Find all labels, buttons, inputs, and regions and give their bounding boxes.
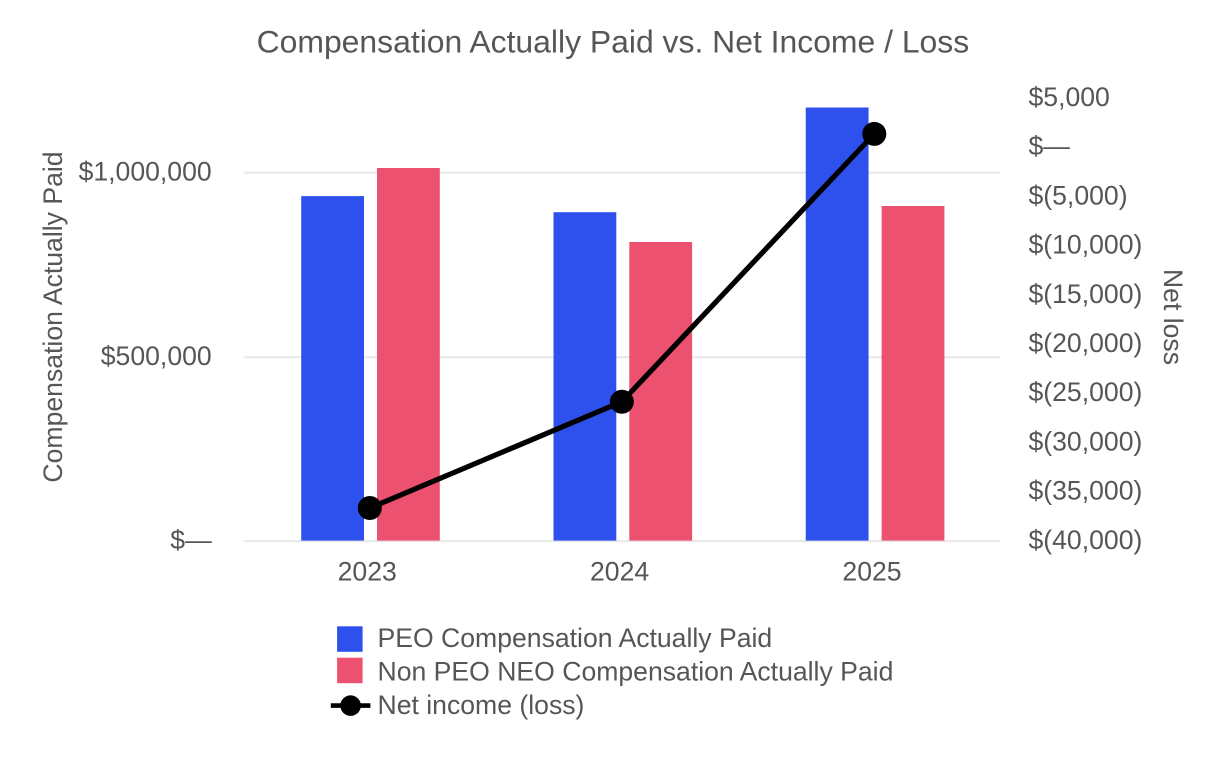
svg-text:$(15,000): $(15,000) [1029,279,1143,309]
svg-text:$(5,000): $(5,000) [1029,180,1128,210]
svg-text:$5,000: $5,000 [1029,82,1110,112]
svg-text:Net loss: Net loss [1158,269,1188,365]
svg-text:Compensation Actually Paid vs.: Compensation Actually Paid vs. Net Incom… [257,23,970,59]
svg-text:Non PEO NEO Compensation Actua: Non PEO NEO Compensation Actually Paid [378,657,894,687]
svg-text:$(35,000): $(35,000) [1029,476,1143,506]
svg-text:$(25,000): $(25,000) [1029,377,1143,407]
svg-text:2025: 2025 [842,557,901,587]
svg-text:$(30,000): $(30,000) [1029,426,1143,456]
svg-text:2024: 2024 [590,557,649,587]
svg-text:$(40,000): $(40,000) [1029,525,1143,555]
svg-text:$(20,000): $(20,000) [1029,328,1143,358]
svg-text:$—: $— [170,525,212,555]
svg-text:2023: 2023 [338,557,397,587]
svg-text:Compensation Actually Paid: Compensation Actually Paid [38,151,68,482]
svg-text:$1,000,000: $1,000,000 [79,157,212,187]
svg-text:PEO Compensation Actually Paid: PEO Compensation Actually Paid [378,623,773,653]
svg-text:$500,000: $500,000 [101,341,212,371]
svg-text:$—: $— [1029,131,1071,161]
svg-text:Net income (loss): Net income (loss) [378,690,585,720]
svg-text:$(10,000): $(10,000) [1029,230,1143,260]
